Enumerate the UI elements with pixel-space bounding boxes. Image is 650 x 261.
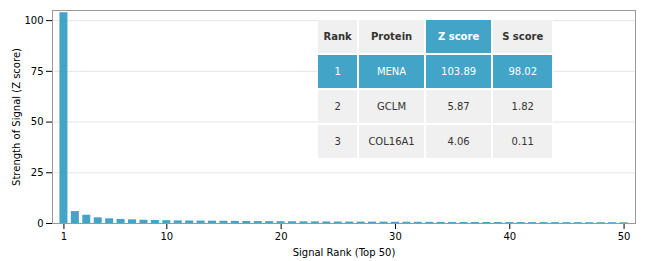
svg-text:100: 100 xyxy=(24,15,43,26)
svg-text:25: 25 xyxy=(31,167,44,178)
html-text:S score: S score xyxy=(502,30,544,42)
html-text:2: 2 xyxy=(334,100,341,112)
svg-text:Strength of Signal (Z score): Strength of Signal (Z score) xyxy=(11,48,22,186)
svg-text:50: 50 xyxy=(31,116,44,127)
svg-text:50: 50 xyxy=(618,231,631,242)
html-text:Rank: Rank xyxy=(323,30,352,42)
html-text:Z score: Z score xyxy=(438,30,480,42)
svg-text:0: 0 xyxy=(37,218,43,229)
html-text:GCLM: GCLM xyxy=(377,100,406,112)
html-text:0.11: 0.11 xyxy=(511,136,534,147)
html-text:103.89: 103.89 xyxy=(441,65,477,77)
svg-text:40: 40 xyxy=(503,231,516,242)
svg-text:30: 30 xyxy=(389,231,402,242)
html-text:4.06: 4.06 xyxy=(447,136,470,147)
svg-text:20: 20 xyxy=(275,231,288,242)
html-text:COL16A1: COL16A1 xyxy=(368,136,415,147)
html-text:5.87: 5.87 xyxy=(447,100,470,112)
html-text:MENA: MENA xyxy=(376,65,407,77)
html-text:98.02: 98.02 xyxy=(508,65,538,77)
svg-text:75: 75 xyxy=(31,66,44,77)
html-text:1.82: 1.82 xyxy=(511,100,534,112)
html-text:1: 1 xyxy=(334,65,341,77)
svg-text:1: 1 xyxy=(61,231,67,242)
html-text:Protein: Protein xyxy=(370,30,413,42)
html-text:3: 3 xyxy=(334,136,341,147)
svg-text:10: 10 xyxy=(160,231,173,242)
svg-text:Signal Rank (Top 50): Signal Rank (Top 50) xyxy=(293,247,396,258)
